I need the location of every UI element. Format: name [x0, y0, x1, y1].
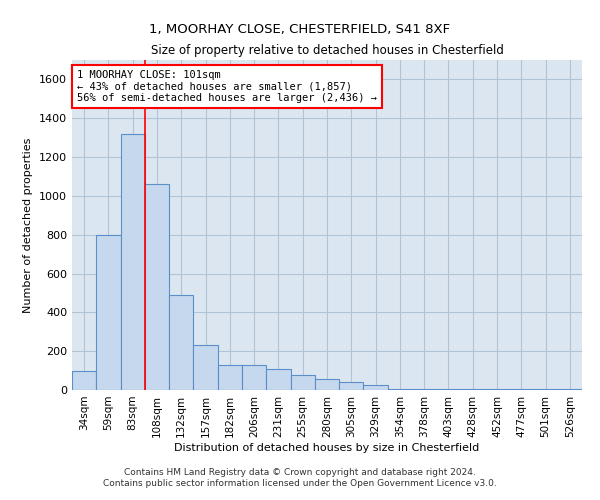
Bar	[388, 389, 412, 390]
Bar	[436, 389, 461, 390]
Title: Size of property relative to detached houses in Chesterfield: Size of property relative to detached ho…	[151, 44, 503, 58]
Bar	[509, 389, 533, 390]
Bar	[485, 389, 509, 390]
Bar	[72, 370, 96, 390]
Bar	[96, 234, 121, 390]
Bar	[193, 346, 218, 390]
Bar	[533, 389, 558, 390]
Text: 1, MOORHAY CLOSE, CHESTERFIELD, S41 8XF: 1, MOORHAY CLOSE, CHESTERFIELD, S41 8XF	[149, 22, 451, 36]
Y-axis label: Number of detached properties: Number of detached properties	[23, 138, 34, 312]
Text: 1 MOORHAY CLOSE: 101sqm
← 43% of detached houses are smaller (1,857)
56% of semi: 1 MOORHAY CLOSE: 101sqm ← 43% of detache…	[77, 70, 377, 103]
Bar	[558, 389, 582, 390]
Bar	[315, 380, 339, 390]
Bar	[242, 365, 266, 390]
Bar	[121, 134, 145, 390]
Bar	[218, 365, 242, 390]
Bar	[290, 376, 315, 390]
Bar	[169, 295, 193, 390]
Bar	[339, 382, 364, 390]
Bar	[266, 368, 290, 390]
Bar	[412, 389, 436, 390]
Bar	[461, 389, 485, 390]
Text: Contains HM Land Registry data © Crown copyright and database right 2024.
Contai: Contains HM Land Registry data © Crown c…	[103, 468, 497, 487]
Bar	[145, 184, 169, 390]
Bar	[364, 385, 388, 390]
X-axis label: Distribution of detached houses by size in Chesterfield: Distribution of detached houses by size …	[175, 442, 479, 452]
